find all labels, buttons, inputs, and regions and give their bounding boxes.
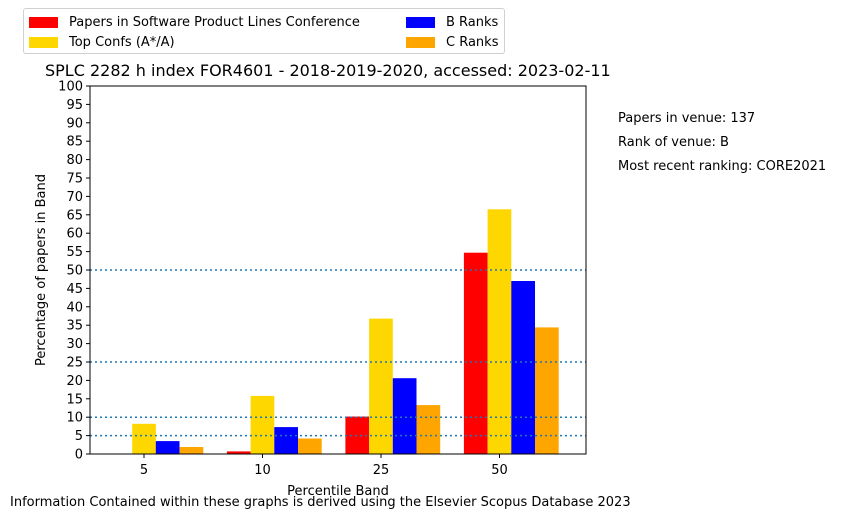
y-tick-label-70: 70 xyxy=(66,190,83,205)
y-tick-label-20: 20 xyxy=(66,374,83,389)
x-tick-label-5: 5 xyxy=(140,463,148,478)
y-tick-label-90: 90 xyxy=(66,116,83,131)
legend-label-venue: Papers in Software Product Lines Confere… xyxy=(69,15,360,30)
chart-title: SPLC 2282 h index FOR4601 - 2018-2019-20… xyxy=(45,61,611,80)
x-tick-label-25: 25 xyxy=(373,463,390,478)
bar-papers-in-software-product-lines-conference-10 xyxy=(226,451,251,454)
bar-c-ranks-10 xyxy=(298,438,322,454)
y-tick-label-35: 35 xyxy=(66,319,83,334)
legend-swatch-c-ranks xyxy=(406,37,435,48)
bar-c-ranks-25 xyxy=(416,405,441,454)
y-tick-label-95: 95 xyxy=(66,98,83,113)
recent-ranking-note: Most recent ranking: CORE2021 xyxy=(618,159,827,174)
y-tick-label-40: 40 xyxy=(66,300,83,315)
x-axis-label: Percentile Band xyxy=(287,484,389,499)
legend-swatch-top-confs xyxy=(29,37,58,48)
y-tick-label-0: 0 xyxy=(75,448,83,463)
y-tick-label-85: 85 xyxy=(66,135,83,150)
y-tick-label-5: 5 xyxy=(75,429,83,444)
y-tick-label-100: 100 xyxy=(58,80,83,95)
y-tick-label-15: 15 xyxy=(66,392,83,407)
x-tick-label-10: 10 xyxy=(254,463,271,478)
legend-label-c-ranks: C Ranks xyxy=(446,35,499,50)
y-tick-label-65: 65 xyxy=(66,208,83,223)
bar-papers-in-software-product-lines-conference-50 xyxy=(463,252,488,454)
bar-b-ranks-5 xyxy=(155,441,180,454)
bar-c-ranks-5 xyxy=(179,447,204,454)
y-tick-label-50: 50 xyxy=(66,264,83,279)
chart-legend: Papers in Software Product Lines Confere… xyxy=(23,8,505,54)
bar-c-ranks-50 xyxy=(535,327,559,454)
x-tick-label-50: 50 xyxy=(491,463,508,478)
rank-of-venue-note: Rank of venue: B xyxy=(618,135,729,150)
bar-top-confs-a-a--10 xyxy=(250,395,275,454)
bar-b-ranks-50 xyxy=(511,281,535,454)
y-tick-label-75: 75 xyxy=(66,172,83,187)
y-ticks-layer: 0 5 10 15 20 25 30 35 40 45 50 55 60 65 70 75 80 85 90 95 10… xyxy=(58,80,90,463)
bar-b-ranks-10 xyxy=(274,427,298,454)
bar-papers-in-software-product-lines-conference-25 xyxy=(345,416,370,454)
y-tick-label-80: 80 xyxy=(66,153,83,168)
legend-label-top-confs: Top Confs (A*/A) xyxy=(69,35,175,50)
y-tick-label-55: 55 xyxy=(66,245,83,260)
bar-top-confs-a-a--5 xyxy=(132,423,156,454)
y-tick-label-60: 60 xyxy=(66,227,83,242)
bars-layer xyxy=(132,209,559,454)
y-tick-label-10: 10 xyxy=(66,411,83,426)
footer-source-note: Information Contained within these graph… xyxy=(10,495,631,510)
y-tick-label-30: 30 xyxy=(66,337,83,352)
y-axis-label: Percentage of papers in Band xyxy=(34,174,49,366)
papers-in-venue-note: Papers in venue: 137 xyxy=(618,111,756,126)
legend-swatch-b-ranks xyxy=(406,17,435,28)
x-ticks-layer: 5 10 25 50 xyxy=(140,454,508,478)
bar-b-ranks-25 xyxy=(392,378,417,454)
legend-label-b-ranks: B Ranks xyxy=(446,15,499,30)
legend-swatch-venue xyxy=(29,17,58,28)
y-tick-label-45: 45 xyxy=(66,282,83,297)
y-tick-label-25: 25 xyxy=(66,356,83,371)
bar-top-confs-a-a--25 xyxy=(369,318,393,454)
